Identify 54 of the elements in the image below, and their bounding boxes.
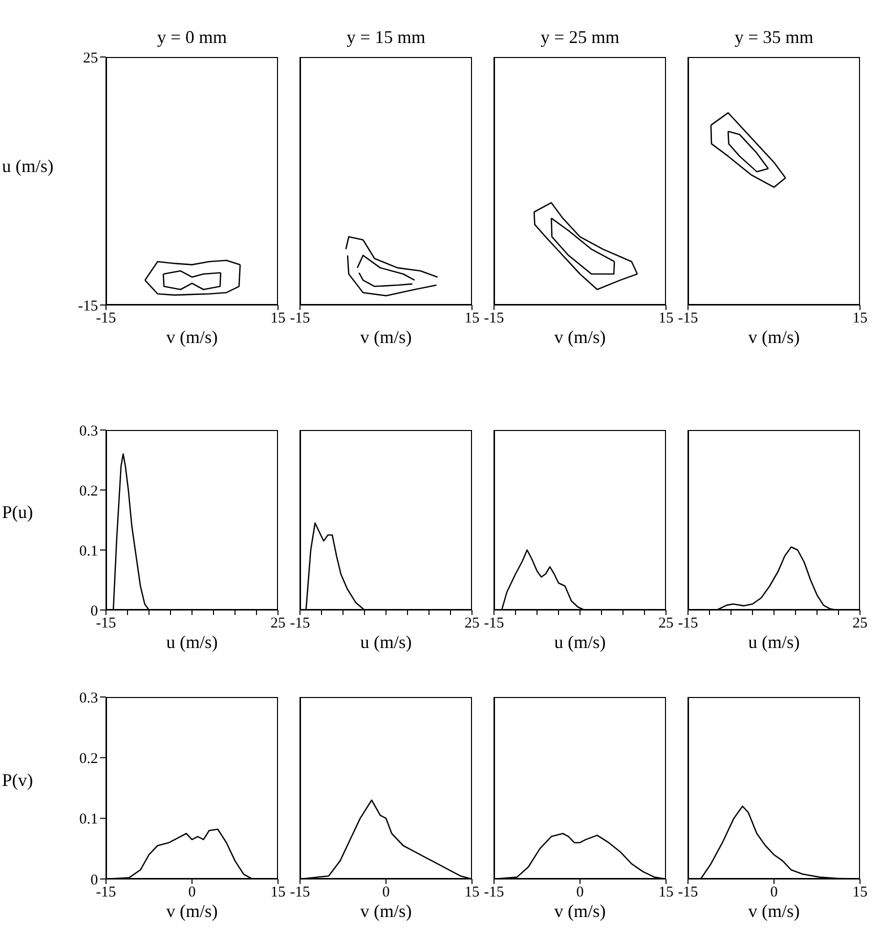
x-axis-title: u (m/s)	[165, 632, 219, 653]
x-tick-label: -15	[290, 616, 310, 632]
x-tick-label: 15	[270, 884, 286, 901]
x-axis-title: u (m/s)	[747, 632, 801, 653]
x-tick-label: -15	[484, 616, 504, 632]
x-axis-title: v (m/s)	[553, 901, 607, 922]
x-axis-title: v (m/s)	[747, 327, 801, 348]
x-axis-title: v (m/s)	[359, 901, 413, 922]
x-tick-label: 15	[464, 310, 480, 327]
x-tick-label: -15	[678, 310, 698, 327]
x-tick-label: 15	[852, 310, 868, 327]
x-tick-label: 25	[852, 616, 868, 632]
x-axis-title: u (m/s)	[359, 632, 413, 653]
x-tick-label: 0	[188, 884, 196, 901]
x-tick-label: 25	[464, 616, 480, 632]
y-axis-title: P(u)	[2, 502, 33, 523]
x-tick-label: 15	[658, 310, 674, 327]
x-axis-title: u (m/s)	[553, 632, 607, 653]
y-tick-label: 0.1	[79, 543, 98, 560]
x-axis-title: v (m/s)	[359, 327, 413, 348]
y-tick-label: 0	[90, 872, 98, 888]
y-axis-title: P(v)	[2, 770, 33, 791]
x-tick-label: 0	[770, 884, 778, 901]
y-tick-label: -15	[78, 298, 98, 314]
x-tick-label: 0	[382, 884, 390, 901]
y-tick-label: 0	[90, 603, 98, 620]
chart-title: y = 15 mm	[346, 27, 426, 48]
x-axis-title: v (m/s)	[165, 327, 219, 348]
y-tick-label: 25	[83, 50, 98, 66]
x-tick-label: -15	[678, 616, 698, 632]
y-axis-title: u (m/s)	[2, 156, 54, 178]
y-tick-label: 0.2	[79, 483, 98, 500]
y-tick-label: 0.1	[79, 812, 98, 828]
chart-title: y = 25 mm	[540, 27, 620, 48]
x-tick-label: -15	[678, 884, 698, 901]
x-tick-label: -15	[484, 310, 504, 327]
x-tick-label: -15	[484, 884, 504, 901]
chart-title: y = 35 mm	[734, 27, 814, 48]
x-tick-label: 15	[852, 884, 868, 901]
x-axis-title: v (m/s)	[165, 901, 219, 922]
chart-title: y = 0 mm	[156, 27, 228, 48]
x-tick-label: -15	[290, 310, 310, 327]
x-tick-label: 15	[658, 884, 674, 901]
x-tick-label: 25	[658, 616, 674, 632]
x-axis-title: v (m/s)	[747, 901, 801, 922]
x-tick-label: 25	[270, 616, 286, 632]
y-tick-label: 0.2	[79, 750, 98, 767]
y-tick-label: 0.3	[79, 423, 98, 440]
y-tick-label: 0.3	[79, 690, 98, 706]
x-tick-label: 0	[576, 884, 584, 901]
x-axis-title: v (m/s)	[553, 327, 607, 348]
x-tick-label: 15	[270, 310, 286, 327]
x-tick-label: -15	[290, 884, 310, 901]
x-tick-label: 15	[464, 884, 480, 901]
